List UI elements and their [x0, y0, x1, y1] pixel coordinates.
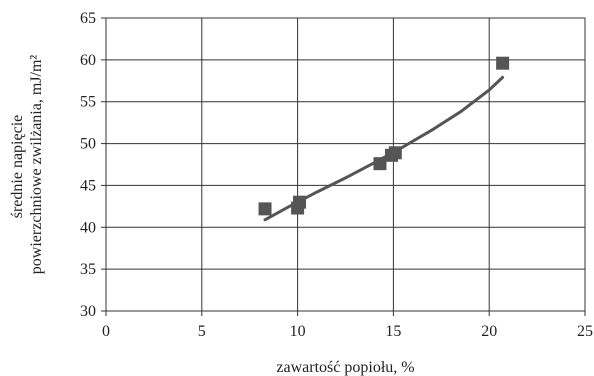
data-point	[496, 56, 510, 70]
y-tick-label: 45	[80, 177, 96, 194]
grid	[106, 18, 585, 311]
x-tick-label: 5	[198, 323, 206, 340]
axis-ticks	[101, 17, 586, 316]
plot-area-frame	[105, 17, 586, 312]
data-point	[293, 195, 307, 209]
x-tick-label: 10	[290, 323, 306, 340]
y-tick-label: 50	[80, 136, 96, 153]
x-tick-label: 15	[385, 323, 401, 340]
x-tick-label: 0	[102, 323, 110, 340]
x-axis-title: zawartość popiołu, %	[276, 359, 414, 376]
y-tick-label: 55	[80, 94, 96, 111]
y-tick-label: 35	[80, 261, 96, 278]
data-point	[373, 157, 387, 171]
y-axis-title: średnie napięcie powierzchniowe zwilżani…	[9, 55, 45, 275]
y-tick-label: 40	[80, 219, 96, 236]
data-point	[388, 146, 402, 160]
y-axis-title-line-2: powierzchniowe zwilżania, mJ/m²	[28, 55, 45, 275]
x-tick-label: 20	[481, 323, 497, 340]
data-points	[258, 56, 510, 216]
y-tick-label: 65	[80, 10, 96, 27]
y-tick-label: 60	[80, 52, 96, 69]
data-point	[258, 202, 272, 216]
x-axis-tick-labels: 0 5 10 15 20 25	[102, 323, 593, 340]
y-axis-title-line-1: średnie napięcie	[9, 115, 26, 219]
x-tick-label: 25	[577, 323, 593, 340]
y-tick-label: 30	[80, 303, 96, 320]
y-axis-tick-labels: 30 35 40 45 50 55 60 65	[80, 10, 96, 320]
